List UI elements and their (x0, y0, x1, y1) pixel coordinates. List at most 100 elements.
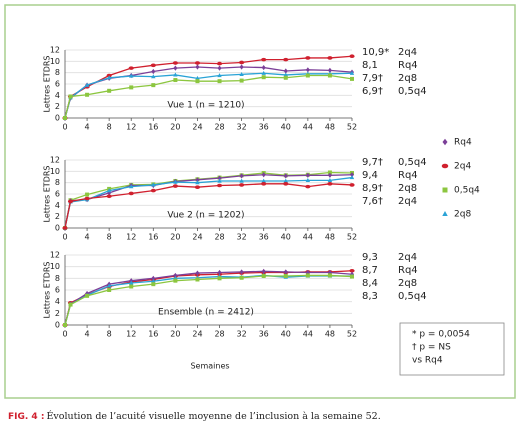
x-tick-label: 0 (62, 233, 67, 242)
x-tick-label: 4 (85, 330, 90, 339)
marker (195, 75, 200, 80)
marker (129, 73, 134, 78)
marker (305, 73, 310, 78)
x-tick-label: 12 (126, 233, 136, 242)
x-tick-label: 32 (237, 330, 247, 339)
footnote: vs Rq4 (412, 356, 443, 366)
y-tick-label: 4 (55, 201, 60, 210)
end-value-label: 9,4 (362, 170, 378, 181)
marker (173, 78, 178, 83)
legend-label: 2q4 (454, 162, 471, 172)
y-axis-label: Lettres ETDRS (43, 262, 52, 319)
legend-marker (442, 211, 448, 216)
y-tick-label: 10 (50, 167, 60, 176)
x-tick-label: 36 (259, 123, 269, 132)
end-value-label: 6,9† (362, 86, 383, 97)
y-tick-label: 8 (55, 68, 60, 77)
marker (349, 175, 355, 180)
marker (151, 74, 156, 79)
end-value-label: 7,6† (362, 196, 383, 207)
y-tick-label: 6 (55, 286, 60, 295)
legend-label: 2q8 (454, 210, 471, 220)
x-tick-label: 24 (192, 123, 202, 132)
end-series-name: 2q4 (398, 252, 417, 263)
marker (106, 194, 112, 199)
end-value-label: 10,9* (362, 47, 389, 58)
marker (349, 268, 355, 273)
x-tick-label: 40 (281, 233, 291, 242)
x-tick-label: 48 (325, 123, 335, 132)
end-series-name: 2q4 (398, 196, 417, 207)
marker (283, 72, 288, 77)
marker (106, 283, 112, 288)
y-axis-label: Lettres ETDRS (43, 56, 52, 113)
marker (217, 269, 222, 276)
marker (261, 70, 266, 75)
marker (305, 178, 311, 182)
marker (327, 273, 332, 278)
marker (349, 54, 355, 59)
marker (261, 64, 266, 71)
end-value-label: 8,3 (362, 291, 378, 302)
marker (350, 274, 354, 279)
panel-label: Vue 1 (n = 1210) (167, 101, 244, 111)
marker (107, 88, 112, 93)
x-tick-label: 48 (325, 233, 335, 242)
x-tick-label: 16 (148, 123, 158, 132)
marker (327, 182, 333, 186)
marker (67, 199, 74, 204)
marker (261, 172, 266, 178)
marker (327, 56, 333, 60)
marker (173, 179, 178, 184)
y-tick-label: 10 (50, 262, 60, 271)
marker (151, 83, 156, 88)
marker (173, 72, 178, 77)
caption: FIG. 4 : Évolution de l’acuité visuelle m… (8, 410, 381, 422)
marker (327, 73, 332, 78)
y-tick-label: 6 (55, 80, 60, 89)
marker (84, 196, 90, 201)
end-series-name: 2q8 (398, 278, 417, 289)
y-tick-label: 12 (50, 156, 60, 165)
end-series-name: Rq4 (398, 170, 418, 181)
y-tick-label: 2 (55, 102, 60, 111)
footnote: † p = NS (412, 343, 451, 353)
marker (63, 323, 67, 327)
marker (217, 79, 222, 84)
panel-label: Ensemble (n = 2412) (158, 308, 254, 318)
y-tick-label: 4 (55, 91, 60, 100)
y-tick-label: 8 (55, 178, 60, 187)
x-tick-label: 8 (107, 330, 112, 339)
marker (150, 188, 156, 193)
marker (261, 182, 267, 186)
x-tick-label: 36 (259, 233, 269, 242)
marker (195, 177, 200, 183)
end-value-label: 8,7 (362, 265, 378, 276)
marker (129, 284, 134, 289)
end-series-name: Rq4 (398, 265, 418, 276)
marker (239, 173, 244, 179)
marker (261, 274, 266, 278)
end-series-name: 0,5q4 (398, 157, 427, 168)
y-tick-label: 12 (50, 251, 60, 260)
y-tick-label: 0 (55, 114, 60, 123)
marker (239, 60, 245, 65)
marker (106, 75, 112, 80)
marker (283, 57, 289, 62)
marker (195, 277, 200, 282)
marker (129, 184, 134, 189)
x-tick-label: 28 (214, 330, 224, 339)
x-tick-label: 28 (214, 123, 224, 132)
marker (283, 269, 288, 275)
marker (68, 94, 73, 99)
marker (283, 182, 289, 186)
marker (128, 191, 134, 196)
marker (305, 273, 310, 278)
marker (327, 172, 332, 178)
marker (239, 178, 244, 183)
marker (283, 178, 288, 183)
marker (129, 85, 134, 90)
x-tick-label: 0 (62, 123, 67, 132)
end-series-name: 0,5q4 (398, 291, 427, 302)
